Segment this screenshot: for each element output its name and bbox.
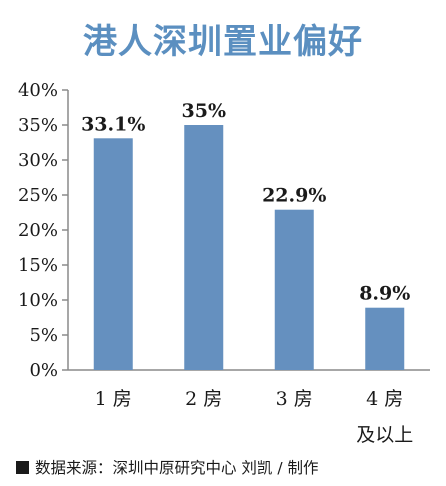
source-note: 数据来源：深圳中原研究中心 刘凯 / 制作: [16, 456, 319, 478]
category-label: 2 房: [185, 388, 222, 410]
data-label: 22.9%: [262, 185, 326, 207]
y-tick-label: 25%: [18, 185, 58, 206]
y-tick-label: 15%: [18, 255, 58, 276]
bars: [93, 125, 405, 370]
y-axis-ticks: 0% 5% 10% 15% 20% 25% 30% 35% 40%: [18, 80, 68, 381]
chart-title: 港人深圳置业偏好: [83, 22, 363, 62]
source-text: 数据来源：深圳中原研究中心 刘凯 / 制作: [35, 459, 319, 477]
data-label: 8.9%: [359, 283, 410, 305]
category-label: 1 房: [95, 388, 132, 410]
bar: [274, 209, 314, 370]
category-label: 4 房: [366, 388, 403, 410]
data-label: 35%: [182, 100, 227, 122]
category-label: 及以上: [356, 424, 413, 446]
y-tick-label: 10%: [18, 290, 58, 311]
bar: [365, 307, 405, 370]
y-tick-label: 20%: [18, 220, 58, 241]
y-tick-label: 40%: [18, 80, 58, 101]
y-tick-label: 5%: [29, 325, 58, 346]
bar: [184, 125, 224, 370]
data-label: 33.1%: [81, 113, 145, 135]
category-label: 3 房: [276, 388, 313, 410]
y-tick-label: 30%: [18, 150, 58, 171]
data-labels: 33.1% 35% 22.9% 8.9%: [81, 100, 410, 305]
bar: [93, 138, 133, 370]
y-tick-label: 35%: [18, 115, 58, 136]
y-tick-label: 0%: [29, 360, 58, 381]
square-bullet-icon: [16, 461, 29, 474]
